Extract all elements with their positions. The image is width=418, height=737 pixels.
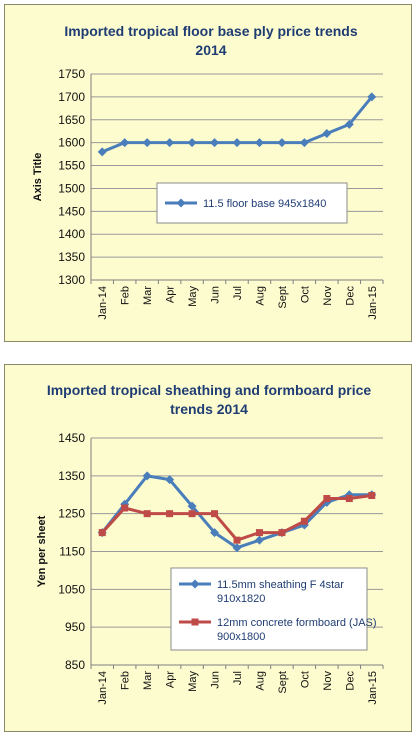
y-tick-label: 1350 bbox=[58, 469, 85, 483]
data-point bbox=[187, 138, 197, 148]
x-tick-label: May bbox=[187, 671, 199, 692]
data-point bbox=[233, 536, 241, 544]
x-tick-label: Dec bbox=[344, 671, 356, 691]
data-point bbox=[187, 501, 197, 511]
data-point bbox=[255, 529, 263, 537]
y-tick-label: 1450 bbox=[58, 431, 85, 445]
data-point bbox=[142, 471, 152, 481]
data-point bbox=[344, 119, 354, 129]
y-tick-label: 1050 bbox=[58, 582, 85, 596]
data-point bbox=[121, 504, 129, 512]
x-tick-label: Aug bbox=[254, 671, 266, 691]
x-tick-label: Jan-15 bbox=[367, 671, 379, 705]
y-tick-label: 1750 bbox=[58, 67, 85, 81]
legend-label: 11.5mm sheathing F 4star bbox=[217, 579, 344, 591]
data-point bbox=[322, 129, 332, 139]
x-tick-label: Mar bbox=[142, 286, 154, 305]
x-tick-label: Oct bbox=[299, 671, 311, 688]
y-axis-title: Yen per sheet bbox=[36, 515, 48, 587]
data-point bbox=[143, 510, 151, 518]
data-point bbox=[368, 492, 376, 500]
x-tick-label: Apr bbox=[165, 286, 177, 303]
data-point bbox=[367, 92, 377, 102]
x-tick-label: Feb bbox=[120, 286, 132, 305]
legend-label: 12mm concrete formboard (JAS) bbox=[217, 617, 377, 629]
legend-swatch-marker bbox=[191, 618, 199, 626]
legend-box bbox=[170, 567, 368, 651]
data-point bbox=[210, 528, 220, 538]
data-point bbox=[232, 543, 242, 553]
y-tick-label: 1700 bbox=[58, 90, 85, 104]
x-tick-label: Jun bbox=[210, 286, 222, 304]
y-tick-label: 1600 bbox=[58, 136, 85, 150]
data-point bbox=[345, 495, 353, 503]
data-point bbox=[277, 138, 287, 148]
x-tick-label: Oct bbox=[299, 286, 311, 303]
x-tick-label: May bbox=[187, 286, 199, 307]
x-tick-label: Jan-15 bbox=[367, 286, 379, 320]
data-point bbox=[254, 535, 264, 545]
data-point bbox=[188, 510, 196, 518]
data-point bbox=[322, 497, 332, 507]
y-tick-label: 1400 bbox=[58, 227, 85, 241]
data-point bbox=[165, 475, 175, 485]
x-tick-label: Mar bbox=[142, 671, 154, 690]
legend-swatch-marker bbox=[190, 579, 200, 589]
y-tick-label: 1650 bbox=[58, 113, 85, 127]
x-tick-label: Jul bbox=[232, 671, 244, 685]
chart-title-line: Imported tropical floor base ply price t… bbox=[64, 23, 357, 39]
y-tick-label: 1550 bbox=[58, 159, 85, 173]
x-tick-label: Jan-14 bbox=[97, 286, 109, 320]
x-tick-label: Aug bbox=[254, 286, 266, 306]
y-tick-label: 1450 bbox=[58, 204, 85, 218]
x-tick-label: Dec bbox=[344, 286, 356, 306]
x-tick-label: Jan-14 bbox=[97, 671, 109, 705]
chart-title-line: Imported tropical sheathing and formboar… bbox=[47, 382, 372, 398]
x-tick-label: Apr bbox=[165, 671, 177, 688]
y-tick-label: 850 bbox=[65, 658, 85, 672]
legend-label: 900x1800 bbox=[217, 631, 265, 643]
chart-panel-sheathing: Imported tropical sheathing and formboar… bbox=[4, 364, 412, 732]
x-tick-label: Feb bbox=[120, 671, 132, 690]
x-tick-label: Nov bbox=[322, 671, 334, 691]
data-point bbox=[278, 529, 286, 537]
x-tick-label: Sept bbox=[277, 671, 289, 694]
x-tick-label: Jul bbox=[232, 286, 244, 300]
data-point bbox=[97, 147, 107, 157]
data-point bbox=[165, 138, 175, 148]
data-point bbox=[323, 495, 331, 503]
data-point bbox=[210, 138, 220, 148]
y-tick-label: 1150 bbox=[59, 545, 85, 559]
y-axis-title: Axis Title bbox=[32, 153, 44, 202]
chart-title-line: 2014 bbox=[195, 42, 226, 58]
legend-label: 910x1820 bbox=[217, 593, 265, 605]
data-point bbox=[211, 510, 219, 518]
x-tick-label: Sept bbox=[277, 286, 289, 309]
x-tick-label: Jun bbox=[210, 671, 222, 689]
chart-sheathing-formboard: Imported tropical sheathing and formboar… bbox=[36, 382, 384, 705]
legend-label: 11.5 floor base 945x1840 bbox=[203, 198, 326, 210]
data-point bbox=[254, 138, 264, 148]
y-tick-label: 1300 bbox=[58, 273, 85, 287]
data-point bbox=[98, 529, 106, 537]
chart-floor-base: Imported tropical floor base ply price t… bbox=[32, 23, 384, 320]
data-point bbox=[299, 138, 309, 148]
data-point bbox=[232, 138, 242, 148]
y-tick-label: 950 bbox=[65, 620, 85, 634]
chart-title-line: trends 2014 bbox=[170, 401, 248, 417]
data-point bbox=[120, 138, 130, 148]
x-tick-label: Nov bbox=[322, 286, 334, 306]
legend-swatch-marker bbox=[176, 198, 186, 208]
data-point bbox=[300, 517, 308, 525]
chart-panel-floor-base: Imported tropical floor base ply price t… bbox=[4, 4, 412, 342]
y-tick-label: 1250 bbox=[58, 507, 85, 521]
data-point bbox=[142, 138, 152, 148]
data-point bbox=[166, 510, 174, 518]
y-tick-label: 1500 bbox=[58, 181, 85, 195]
y-tick-label: 1350 bbox=[58, 250, 85, 264]
